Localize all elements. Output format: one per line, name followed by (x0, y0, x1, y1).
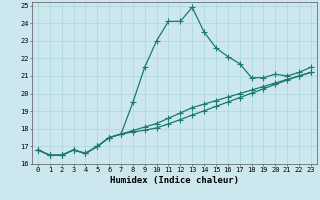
X-axis label: Humidex (Indice chaleur): Humidex (Indice chaleur) (110, 176, 239, 185)
